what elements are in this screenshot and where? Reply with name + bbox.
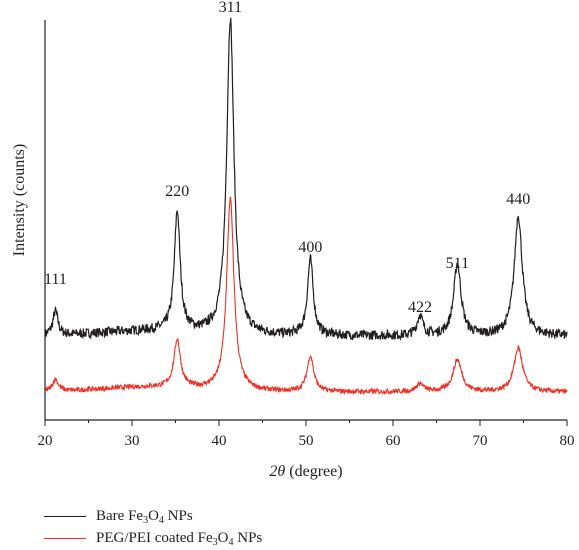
legend-label-coated: PEG/PEI coated Fe3O4 NPs [96,530,263,548]
x-tick-label: 40 [212,433,227,449]
y-axis-label: Intensity (counts) [11,144,28,256]
legend-label-bare: Bare Fe3O4 NPs [96,508,193,526]
x-tick-label: 20 [38,433,53,449]
x-tick-label: 70 [473,433,488,449]
axes: 20 30 40 50 60 70 80 [38,20,575,449]
x-axis-variable: 2θ [269,463,285,480]
x-axis-label: 2θ (degree) [269,463,342,480]
legend-item-bare: Bare Fe3O4 NPs [44,505,262,527]
xrd-chart: 111 220 311 400 422 511 440 20 30 40 50 60 70 80 Int… [11,0,575,480]
peak-label-400: 400 [298,239,322,256]
legend-swatch-coated [44,537,86,539]
legend-swatch-bare [44,515,86,517]
peak-label-311: 311 [219,0,242,16]
series-layer [44,17,568,396]
x-tick-label: 80 [560,433,575,449]
x-tick-label: 50 [299,433,314,449]
peak-label-422: 422 [408,299,432,316]
x-tick-label: 60 [386,433,401,449]
peak-label-111: 111 [44,271,67,288]
series-line-bare [44,17,568,341]
x-tick-label: 30 [125,433,140,449]
peak-labels: 111 220 311 400 422 511 440 [44,0,530,316]
x-axis-unit: (degree) [285,463,342,480]
series-line-coated [44,196,568,396]
peak-label-511: 511 [446,255,469,272]
peak-label-440: 440 [506,191,530,208]
legend-item-coated: PEG/PEI coated Fe3O4 NPs [44,527,262,549]
legend: Bare Fe3O4 NPs PEG/PEI coated Fe3O4 NPs [44,505,262,549]
peak-label-220: 220 [165,183,189,200]
